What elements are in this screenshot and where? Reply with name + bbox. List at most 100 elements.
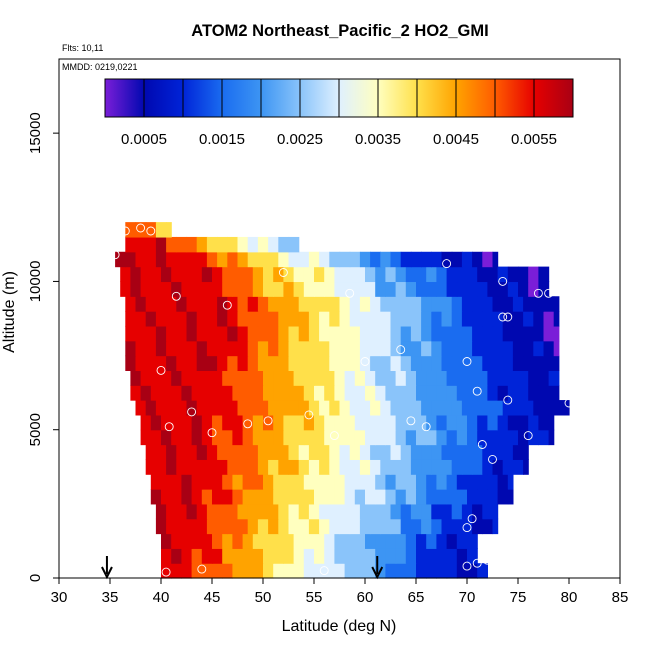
heatmap-cell bbox=[263, 266, 274, 283]
heatmap-cell bbox=[298, 459, 310, 475]
heatmap-cell bbox=[365, 489, 376, 505]
heatmap-cell bbox=[186, 325, 198, 342]
observation-point bbox=[164, 422, 174, 432]
observation-point bbox=[319, 566, 329, 576]
heatmap-cell bbox=[431, 518, 443, 535]
heatmap-cell bbox=[155, 459, 167, 475]
heatmap-cell bbox=[344, 414, 356, 431]
heatmap-cell bbox=[400, 311, 412, 327]
heatmap-cell bbox=[237, 296, 249, 312]
heatmap-cell bbox=[145, 236, 157, 253]
heatmap-cell bbox=[339, 325, 351, 342]
heatmap-cell bbox=[400, 518, 412, 535]
heatmap-cell bbox=[436, 370, 448, 386]
heatmap-cell bbox=[298, 311, 310, 327]
observation-point bbox=[472, 558, 482, 568]
heatmap-cell bbox=[380, 459, 392, 475]
heatmap-cell bbox=[416, 474, 427, 490]
heatmap-cell bbox=[497, 414, 509, 431]
heatmap-cell bbox=[370, 518, 381, 535]
heatmap-cell bbox=[395, 414, 407, 431]
heatmap-cell bbox=[217, 340, 228, 357]
heatmap-cell bbox=[512, 355, 524, 371]
heatmap-cell bbox=[482, 296, 494, 312]
heatmap-cell bbox=[365, 370, 376, 386]
heatmap-cell bbox=[451, 296, 463, 312]
heatmap-cell bbox=[298, 444, 310, 460]
heatmap-cell bbox=[278, 236, 290, 253]
heatmap-cell bbox=[410, 355, 422, 371]
heatmap-cell bbox=[319, 503, 330, 520]
heatmap-cell bbox=[196, 518, 208, 535]
heatmap-cell bbox=[201, 281, 213, 297]
heatmap-cell bbox=[140, 385, 152, 401]
heatmap-cell bbox=[477, 281, 488, 297]
heatmap-cell bbox=[426, 548, 437, 564]
heatmap-cell bbox=[446, 429, 458, 446]
heatmap-cell bbox=[339, 296, 351, 312]
heatmap-cell bbox=[186, 340, 198, 357]
heatmap-cell bbox=[293, 429, 305, 446]
heatmap-cell bbox=[385, 266, 397, 283]
heatmap-cell bbox=[472, 296, 483, 312]
heatmap-cell bbox=[201, 266, 213, 283]
heatmap-cell bbox=[365, 474, 376, 490]
heatmap-cell bbox=[171, 266, 182, 283]
heatmap-cell bbox=[288, 296, 300, 312]
heatmap-cell bbox=[252, 548, 264, 564]
colorbar-frame bbox=[104, 78, 574, 118]
heatmap-cell bbox=[293, 548, 305, 564]
heatmap-cell bbox=[553, 355, 560, 371]
heatmap-cell bbox=[538, 385, 550, 401]
heatmap-cell bbox=[507, 370, 519, 386]
heatmap-cell bbox=[252, 370, 264, 386]
heatmap-cell bbox=[176, 518, 188, 535]
heatmap-cell bbox=[477, 385, 488, 401]
heatmap-cell bbox=[191, 370, 203, 386]
heatmap-cell bbox=[120, 266, 131, 283]
heatmap-cell bbox=[528, 281, 539, 297]
heatmap-cell bbox=[145, 251, 157, 268]
heatmap-cell bbox=[370, 503, 381, 520]
heatmap-cell bbox=[370, 311, 381, 327]
heatmap-cell bbox=[125, 340, 137, 357]
heatmap-cell bbox=[171, 533, 182, 549]
heatmap-cell bbox=[497, 266, 509, 283]
heatmap-cell bbox=[196, 503, 208, 520]
heatmap-cell bbox=[314, 385, 325, 401]
heatmap-cell bbox=[507, 474, 514, 490]
heatmap-cell bbox=[308, 251, 320, 268]
heatmap-cell bbox=[329, 325, 341, 342]
heatmap-cell bbox=[482, 400, 494, 416]
heatmap-cell bbox=[385, 281, 397, 297]
heatmap-cell bbox=[482, 518, 494, 535]
heatmap-cell bbox=[456, 548, 468, 564]
heatmap-cell bbox=[385, 489, 397, 505]
heatmap-cell bbox=[303, 281, 315, 297]
heatmap-cell bbox=[359, 355, 371, 371]
heatmap-cell bbox=[161, 281, 172, 297]
heatmap-cell bbox=[421, 503, 432, 520]
heatmap-cell bbox=[247, 518, 259, 535]
heatmap-cell bbox=[186, 518, 198, 535]
heatmap-cell bbox=[359, 311, 371, 327]
heatmap-cell bbox=[523, 355, 534, 371]
heatmap-cell bbox=[166, 251, 177, 268]
heatmap-cell bbox=[135, 251, 147, 268]
heatmap-cell bbox=[242, 548, 254, 564]
observation-point bbox=[243, 419, 253, 429]
heatmap-cell bbox=[410, 459, 422, 475]
heatmap-cell bbox=[171, 414, 182, 431]
heatmap-cell bbox=[308, 503, 320, 520]
heatmap-cell bbox=[155, 355, 167, 371]
heatmap-cell bbox=[512, 459, 524, 475]
heatmap-cell bbox=[344, 266, 356, 283]
heatmap-cell bbox=[191, 414, 203, 431]
heatmap-cell bbox=[528, 429, 539, 446]
heatmap-cell bbox=[507, 281, 519, 297]
heatmap-cell bbox=[217, 503, 228, 520]
heatmap-cell bbox=[426, 489, 437, 505]
observation-point bbox=[304, 410, 314, 420]
heatmap-cell bbox=[502, 444, 514, 460]
heatmap-cell bbox=[171, 429, 182, 446]
